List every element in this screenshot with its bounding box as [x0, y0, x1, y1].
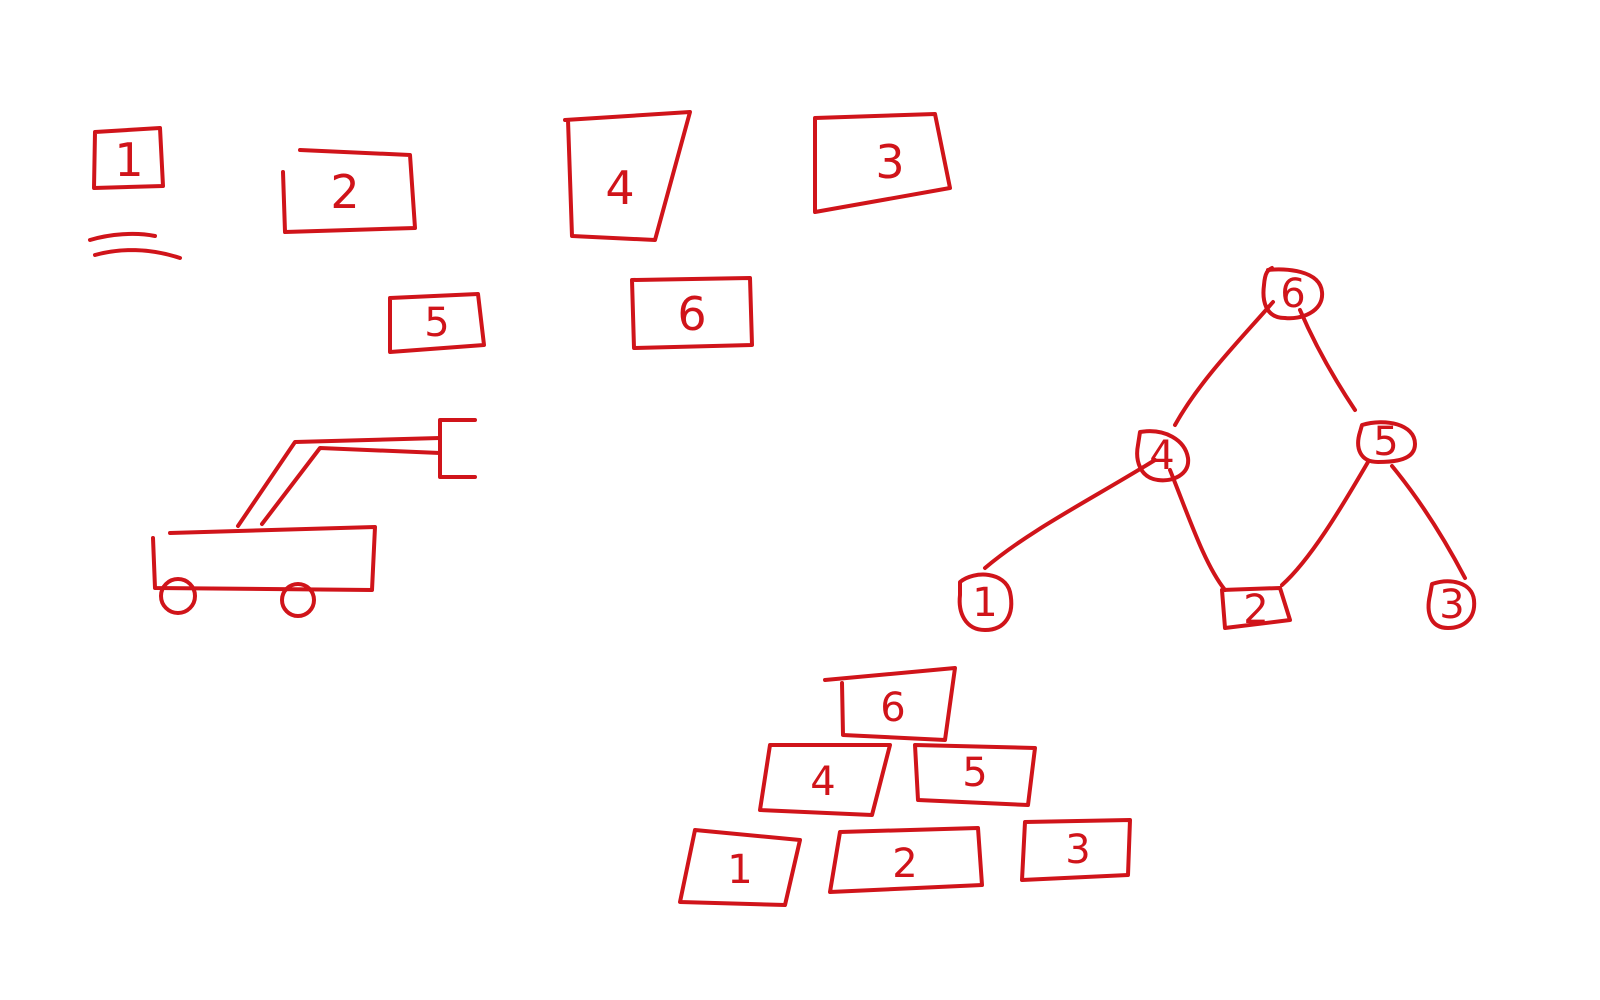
tree-node-6-label: 6	[1280, 271, 1305, 317]
pyramid-block-4: 4	[758, 743, 892, 817]
tree-node-4: 4	[1135, 429, 1191, 483]
pyramid-block-3: 3	[1020, 818, 1132, 882]
edge-6-5	[1298, 308, 1357, 412]
tree-node-6: 6	[1261, 266, 1325, 321]
box-6: 6	[630, 276, 754, 350]
truck-wheel-rear	[280, 582, 316, 618]
tree-node-1-label: 1	[972, 580, 997, 626]
box-2: 2	[281, 148, 417, 234]
tree-edges	[983, 300, 1467, 592]
pyramid-block-5-label: 5	[962, 750, 987, 796]
tree-node-2-label: 2	[1243, 587, 1268, 633]
crane-hook-bracket	[438, 418, 477, 479]
box-3: 3	[813, 112, 952, 214]
edge-5-3	[1390, 464, 1467, 580]
truck-body	[151, 525, 377, 592]
pyramid-block-4-label: 4	[810, 759, 835, 805]
loose-boxes: 1 2 4 3 5 6	[88, 110, 952, 354]
edge-4-2	[1168, 468, 1227, 592]
crane-truck-drawing	[151, 418, 477, 618]
box-2-label: 2	[330, 165, 359, 219]
pyramid-block-2-label: 2	[892, 841, 917, 887]
tree-node-5: 5	[1356, 419, 1417, 465]
tree-node-4-label: 4	[1149, 433, 1174, 479]
pyramid-block-6: 6	[823, 666, 957, 742]
pyramid-block-1: 1	[678, 828, 802, 907]
tree-node-1: 1	[957, 572, 1014, 632]
truck-wheel-front	[159, 577, 197, 615]
box-3-label: 3	[875, 135, 904, 189]
pyramid-block-6-label: 6	[880, 685, 905, 731]
box-5-label: 5	[424, 300, 449, 346]
edge-6-4	[1173, 300, 1275, 427]
crane-arm	[236, 436, 442, 528]
underline-scribble	[88, 231, 182, 260]
edge-4-1	[983, 458, 1157, 570]
box-6-label: 6	[677, 287, 706, 341]
box-4-label: 4	[605, 161, 634, 215]
tree-node-3-label: 3	[1439, 582, 1464, 628]
pyramid-block-3-label: 3	[1065, 827, 1090, 873]
pyramid-block-5: 5	[913, 743, 1037, 807]
pyramid-stack: 6 4 5 1 2 3	[678, 666, 1132, 907]
tree-node-5-label: 5	[1373, 419, 1398, 465]
pyramid-block-1-label: 1	[727, 847, 752, 893]
pyramid-block-2: 2	[828, 826, 984, 894]
tree-diagram: 6 4 5 1 2 3	[957, 266, 1477, 633]
box-1: 1	[92, 126, 165, 190]
box-4: 4	[563, 110, 692, 242]
edge-5-2	[1280, 460, 1370, 587]
tree-node-3: 3	[1426, 579, 1477, 630]
box-5: 5	[388, 292, 486, 354]
box-1-label: 1	[114, 133, 143, 187]
tree-node-2: 2	[1220, 586, 1292, 633]
